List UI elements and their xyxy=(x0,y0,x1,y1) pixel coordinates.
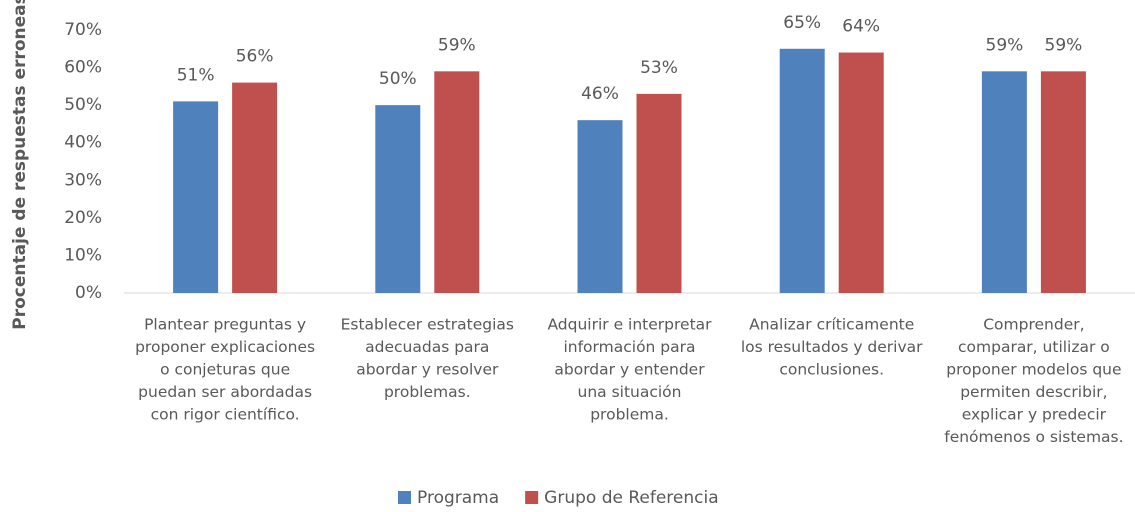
bar xyxy=(838,52,884,293)
bar xyxy=(1040,71,1086,293)
bar xyxy=(375,105,421,294)
x-tick-label: una situación xyxy=(578,383,682,401)
x-tick-label: información para xyxy=(563,338,695,356)
value-label: 59% xyxy=(1045,35,1083,55)
x-tick-label: puedan ser abordadas xyxy=(138,383,312,401)
x-tick-label: comparar, utilizar o xyxy=(958,338,1110,356)
bar xyxy=(173,101,219,293)
x-tick-label: abordar y resolver xyxy=(356,361,499,379)
legend-label: Grupo de Referencia xyxy=(544,488,718,508)
legend-label: Programa xyxy=(417,488,499,508)
x-tick-label: Plantear preguntas y xyxy=(144,316,306,334)
y-axis-title: Procentaje de respuestas erroneas xyxy=(10,0,30,330)
y-tick-label: 0% xyxy=(75,283,102,303)
x-tick-label: proponer modelos que xyxy=(946,361,1121,379)
y-tick-label: 20% xyxy=(64,208,102,228)
x-tick-label: proponer explicaciones xyxy=(135,338,315,356)
x-tick-label: Analizar críticamente xyxy=(749,316,914,334)
y-tick-label: 60% xyxy=(64,58,102,78)
y-tick-label: 70% xyxy=(64,20,102,40)
x-tick-label: con rigor científico. xyxy=(151,406,300,424)
x-tick-label: problemas. xyxy=(384,383,471,401)
x-tick-label: o conjeturas que xyxy=(160,361,290,379)
y-tick-label: 10% xyxy=(64,245,102,265)
y-tick-label: 50% xyxy=(64,95,102,115)
y-tick-label: 40% xyxy=(64,133,102,153)
x-tick-label: Comprender, xyxy=(983,316,1084,334)
value-label: 59% xyxy=(986,35,1024,55)
value-label: 50% xyxy=(379,69,417,89)
x-tick-label: abordar y entender xyxy=(554,361,705,379)
bar xyxy=(981,71,1027,293)
x-tick-label: adecuadas para xyxy=(365,338,489,356)
value-label: 46% xyxy=(581,84,619,104)
legend-swatch xyxy=(398,491,411,504)
x-tick-label: los resultados y derivar xyxy=(741,338,923,356)
value-label: 65% xyxy=(783,13,821,33)
bar xyxy=(232,82,278,293)
x-tick-label: fenómenos o sistemas. xyxy=(944,428,1123,446)
x-tick-label: explicar y predecir xyxy=(962,406,1107,424)
x-tick-label: Adquirir e interpretar xyxy=(547,316,712,334)
bar xyxy=(577,120,623,294)
value-label: 53% xyxy=(640,58,678,78)
bar xyxy=(636,93,682,293)
y-tick-label: 30% xyxy=(64,170,102,190)
bar xyxy=(434,71,480,293)
x-tick-label: problema. xyxy=(590,406,669,424)
x-tick-label: Establecer estrategias xyxy=(341,316,514,334)
value-label: 51% xyxy=(177,65,215,85)
x-tick-label: conclusiones. xyxy=(779,361,884,379)
value-label: 56% xyxy=(236,47,274,67)
bar xyxy=(779,48,825,294)
value-label: 59% xyxy=(438,35,476,55)
value-label: 64% xyxy=(842,17,880,37)
x-tick-label: permiten describir, xyxy=(960,383,1107,401)
legend-swatch xyxy=(525,491,539,504)
